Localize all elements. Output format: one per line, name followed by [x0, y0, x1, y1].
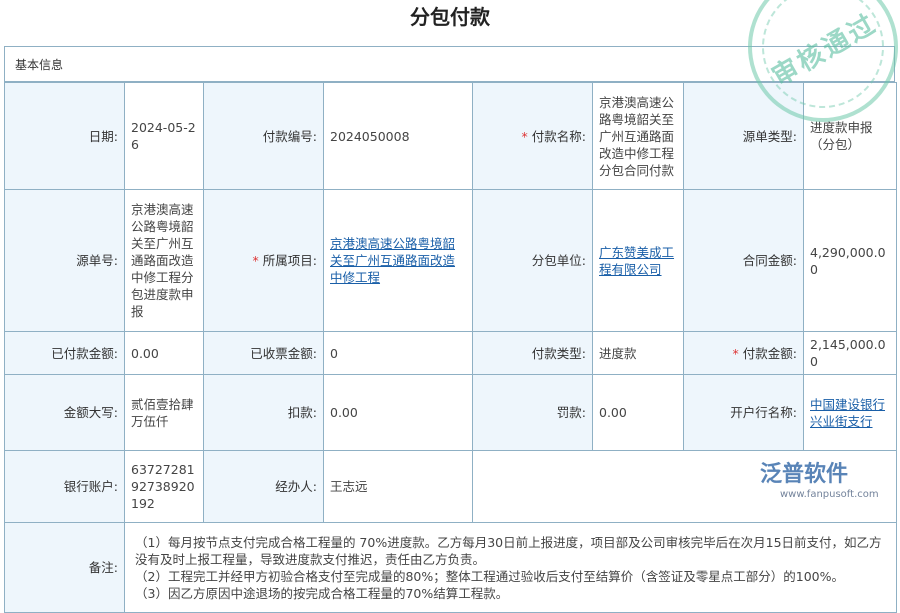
amt-cn-label: 金额大写:: [4, 374, 125, 451]
pay-name-value: 京港澳高速公路粤境韶关至广州互通路面改造中修工程分包合同付款: [592, 82, 684, 190]
project-link[interactable]: 京港澳高速公路粤境韶关至广州互通路面改造中修工程: [330, 236, 456, 285]
remark-line: （3）因乙方原因中途退场的按完成合格工程量的70%结算工程款。: [135, 585, 509, 601]
remark-line: （2）工程完工并经甲方初验合格支付至完成量的80%；整体工程通过验收后支付至结算…: [135, 568, 844, 584]
penalty-label: 罚款:: [472, 374, 593, 451]
handler-value: 王志远: [323, 450, 473, 523]
project-label: * 所属项目:: [203, 189, 324, 332]
src-no-label: 源单号:: [4, 189, 125, 332]
sub-unit-link[interactable]: 广东赞美成工程有限公司: [599, 244, 675, 277]
deduct-value: 0.00: [323, 374, 473, 451]
paid-amt-label: 已付款金额:: [4, 331, 125, 375]
empty-cell: [472, 450, 684, 523]
pay-amt-value: 2,145,000.00: [803, 331, 897, 375]
paid-amt-value: 0.00: [124, 331, 204, 375]
date-value: 2024-05-26: [124, 82, 204, 190]
fanpu-logo: 泛普软件 www.fanpusoft.com: [760, 462, 879, 500]
account-value: 6372728192738920192: [124, 450, 204, 523]
pay-type-label: 付款类型:: [472, 331, 593, 375]
sub-unit-label: 分包单位:: [472, 189, 593, 332]
handler-label: 经办人:: [203, 450, 324, 523]
required-marker: *: [732, 345, 743, 361]
penalty-value: 0.00: [592, 374, 684, 451]
remark-value: （1）每月按节点支付完成合格工程量的 70%进度款。乙方每月30日前上报进度，项…: [124, 522, 897, 613]
bank-link[interactable]: 中国建设银行兴业街支行: [810, 396, 886, 429]
pay-no-label: 付款编号:: [203, 82, 324, 190]
bank-label: 开户行名称:: [683, 374, 804, 451]
src-no-value: 京港澳高速公路粤境韶关至广州互通路面改造中修工程分包进度款申报: [124, 189, 204, 332]
required-marker: *: [252, 253, 263, 268]
date-label: 日期:: [4, 82, 125, 190]
pay-no-value: 2024050008: [323, 82, 473, 190]
amt-cn-value: 贰佰壹拾肆万伍仟: [124, 374, 204, 451]
invoiced-amt-label: 已收票金额:: [203, 331, 324, 375]
required-marker: *: [521, 128, 532, 144]
pay-amt-label: * 付款金额:: [683, 331, 804, 375]
pay-type-value: 进度款: [592, 331, 684, 375]
invoiced-amt-value: 0: [323, 331, 473, 375]
info-table: 日期: 2024-05-26 付款编号: 2024050008 * 付款名称: …: [4, 82, 897, 613]
remark-line: （1）每月按节点支付完成合格工程量的 70%进度款。乙方每月30日前上报进度，项…: [135, 534, 882, 567]
contract-amt-value: 4,290,000.00: [803, 189, 897, 332]
account-label: 银行账户:: [4, 450, 125, 523]
contract-amt-label: 合同金额:: [683, 189, 804, 332]
page-title: 分包付款: [410, 5, 490, 29]
remark-label: 备注:: [4, 522, 125, 613]
deduct-label: 扣款:: [203, 374, 324, 451]
pay-name-label: * 付款名称:: [472, 82, 593, 190]
